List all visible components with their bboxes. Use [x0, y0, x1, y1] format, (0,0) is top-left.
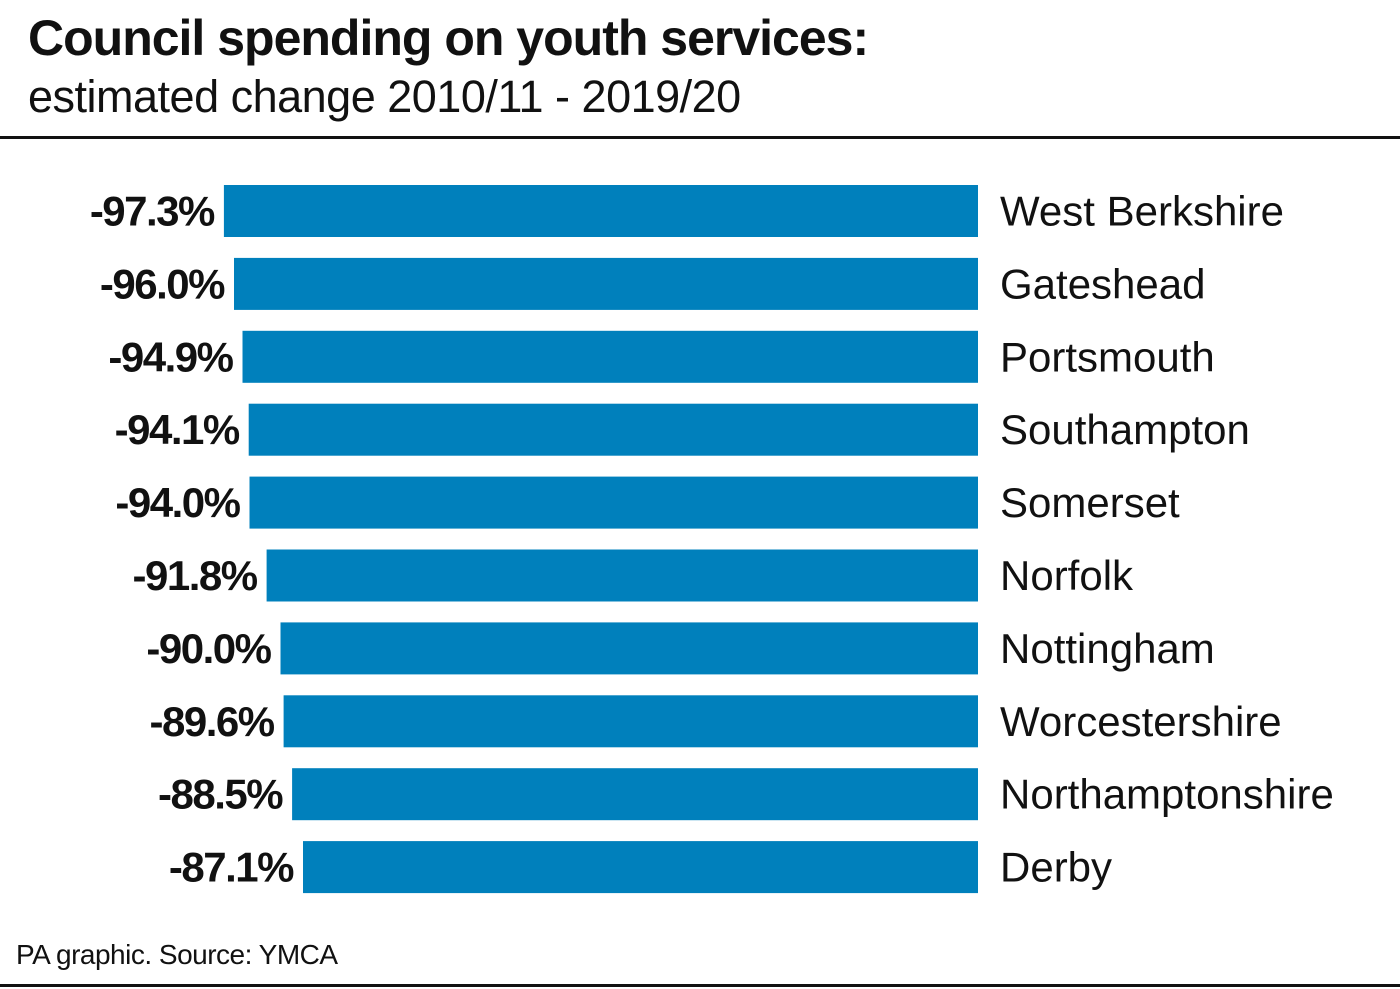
category-label: Somerset: [1000, 479, 1180, 526]
header-divider: [0, 136, 1400, 139]
bar-value-label: -87.1%: [169, 844, 294, 891]
category-label: Portsmouth: [1000, 333, 1215, 380]
category-label: Nottingham: [1000, 625, 1215, 672]
bar: [303, 841, 978, 894]
bar: [280, 622, 978, 675]
category-label: Derby: [1000, 844, 1112, 891]
bar-value-label: -91.8%: [133, 552, 258, 599]
bar-value-label: -90.0%: [146, 625, 271, 672]
bar-value-label: -94.9%: [108, 333, 233, 380]
footer-divider: [0, 984, 1400, 987]
bar-value-label: -94.0%: [115, 479, 240, 526]
category-label: Northamptonshire: [1000, 771, 1334, 818]
bar: [242, 330, 978, 383]
bar-value-label: -96.0%: [100, 260, 225, 307]
bar: [266, 549, 979, 602]
category-label: Gateshead: [1000, 260, 1206, 307]
bar: [283, 695, 979, 748]
category-label: West Berkshire: [1000, 188, 1284, 235]
chart-subtitle: estimated change 2010/11 - 2019/20: [28, 71, 741, 122]
category-label: Worcestershire: [1000, 698, 1282, 745]
bar-value-label: -89.6%: [150, 698, 275, 745]
bar: [292, 768, 979, 821]
category-label: Southampton: [1000, 406, 1250, 453]
bar: [248, 403, 978, 456]
chart-title: Council spending on youth services:: [28, 10, 869, 66]
bar-value-label: -94.1%: [115, 406, 240, 453]
category-label: Norfolk: [1000, 552, 1134, 599]
source-credit: PA graphic. Source: YMCA: [16, 939, 338, 970]
bar: [234, 257, 978, 310]
bar-value-label: -97.3%: [90, 188, 215, 235]
bar-value-label: -88.5%: [158, 771, 283, 818]
bar: [223, 185, 978, 237]
bar: [249, 476, 978, 529]
